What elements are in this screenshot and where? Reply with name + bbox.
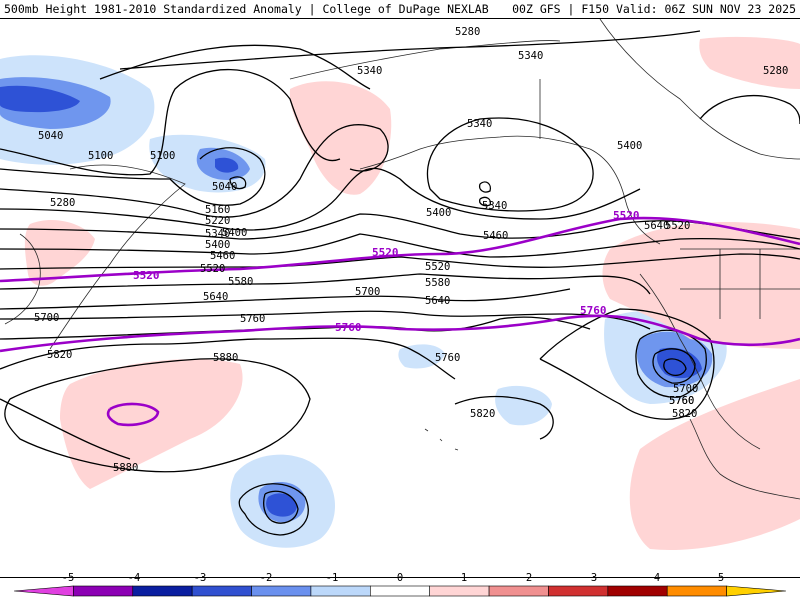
contour-label: 5760 [669, 395, 694, 407]
contour-label: 5340 [467, 118, 492, 130]
contour-label: 5340 [205, 228, 230, 240]
contour-label: 5400 [222, 227, 247, 239]
contour-label: 5820 [470, 408, 495, 420]
colorbar-tick: 2 [526, 572, 532, 584]
contour-label: 5040 [38, 130, 63, 142]
colorbar-segment [548, 585, 609, 597]
contour-label: 5400 [205, 239, 230, 251]
contour-label: 5640 [425, 295, 450, 307]
colorbar-tick: -1 [326, 572, 339, 584]
contour-label: 5760 [240, 313, 265, 325]
contour-label: 5760 [435, 352, 460, 364]
contour-label: 5460 [483, 230, 508, 242]
contour-label: 5880 [113, 462, 138, 474]
contour-label: 5460 [210, 250, 235, 262]
highlighted-labels: 5520 5520 5760 5760 5520 [133, 209, 640, 334]
contour-label: 5160 [205, 204, 230, 216]
contour-label: 5340 [518, 50, 543, 62]
colorbar-segment [666, 585, 727, 597]
colorbar-segment [191, 585, 252, 597]
header-bar: 500mb Height 1981-2010 Standardized Anom… [0, 0, 800, 18]
colorbar-tick: 0 [397, 572, 403, 584]
colorbar-segment [370, 585, 430, 597]
contour-label: 5700 [34, 312, 59, 324]
map-title: 500mb Height 1981-2010 Standardized Anom… [4, 2, 489, 16]
colorbar-segment [726, 585, 787, 597]
colorbar-segment [488, 585, 549, 597]
colorbar-segment [13, 585, 74, 597]
contour-label: 5100 [150, 150, 175, 162]
contour-label: 5640 [644, 220, 669, 232]
contour-label: 5400 [426, 207, 451, 219]
colorbar-segment [73, 585, 134, 597]
contour-label: 5640 [203, 291, 228, 303]
contour-label: 5760 [669, 395, 694, 407]
colorbar-segment [251, 585, 312, 597]
highlight-label: 5520 [613, 209, 640, 222]
anomaly-map: 5280 5340 5340 5280 5040 5100 5100 5040 … [0, 19, 800, 550]
colorbar-segments [13, 585, 787, 597]
contour-label: 5280 [50, 197, 75, 209]
contour-label: 5520 [665, 220, 690, 232]
colorbar-tick: -3 [194, 572, 207, 584]
colorbar-segment [429, 585, 490, 597]
contour-label: 5820 [672, 408, 697, 420]
colorbar-tick: 4 [654, 572, 660, 584]
negative-anomaly-shading [0, 55, 727, 548]
contour-label: 5280 [455, 26, 480, 38]
highlight-label: 5760 [580, 304, 607, 317]
model-run-info: 00Z GFS | F150 Valid: 06Z SUN NOV 23 202… [512, 2, 796, 16]
contour-label: 5100 [88, 150, 113, 162]
colorbar-tick: 5 [718, 572, 724, 584]
contour-label: 5340 [357, 65, 382, 77]
colorbar-tick: -4 [128, 572, 141, 584]
colorbar-tick: 3 [591, 572, 597, 584]
height-contours [0, 30, 800, 536]
contour-label: 5280 [763, 65, 788, 77]
colorbar-tick: 1 [461, 572, 467, 584]
contour-label: 5520 [425, 261, 450, 273]
colorbar-segment [310, 585, 371, 597]
highlight-label: 5520 [372, 246, 399, 259]
highlight-label: 5760 [335, 321, 362, 334]
colorbar-segment [607, 585, 668, 597]
contour-label: 5340 [482, 200, 507, 212]
colorbar-segment [132, 585, 193, 597]
contour-label: 5220 [205, 215, 230, 227]
contour-label: 5820 [47, 349, 72, 361]
colorbar-legend: -5 -4 -3 -2 -1 0 1 2 3 4 5 [13, 572, 787, 597]
contour-label: 5580 [425, 277, 450, 289]
contour-label: 5520 [200, 263, 225, 275]
colorbar-tick: -2 [260, 572, 273, 584]
colorbar-tick: -5 [62, 572, 75, 584]
contour-label: 5040 [212, 181, 237, 193]
contour-label: 5880 [213, 352, 238, 364]
positive-anomaly-shading [24, 36, 800, 550]
highlighted-contours [0, 216, 800, 427]
contour-label: 5400 [617, 140, 642, 152]
map-panel: 5280 5340 5340 5280 5040 5100 5100 5040 … [0, 18, 800, 578]
colorbar-ticks: -5 -4 -3 -2 -1 0 1 2 3 4 5 [62, 572, 724, 584]
contour-label: 5580 [228, 276, 253, 288]
contour-label: 5700 [355, 286, 380, 298]
coastlines [4, 19, 800, 500]
contour-labels: 5280 5340 5340 5280 5040 5100 5100 5040 … [34, 26, 788, 474]
highlight-label: 5520 [133, 269, 160, 282]
contour-label: 5700 [673, 383, 698, 395]
